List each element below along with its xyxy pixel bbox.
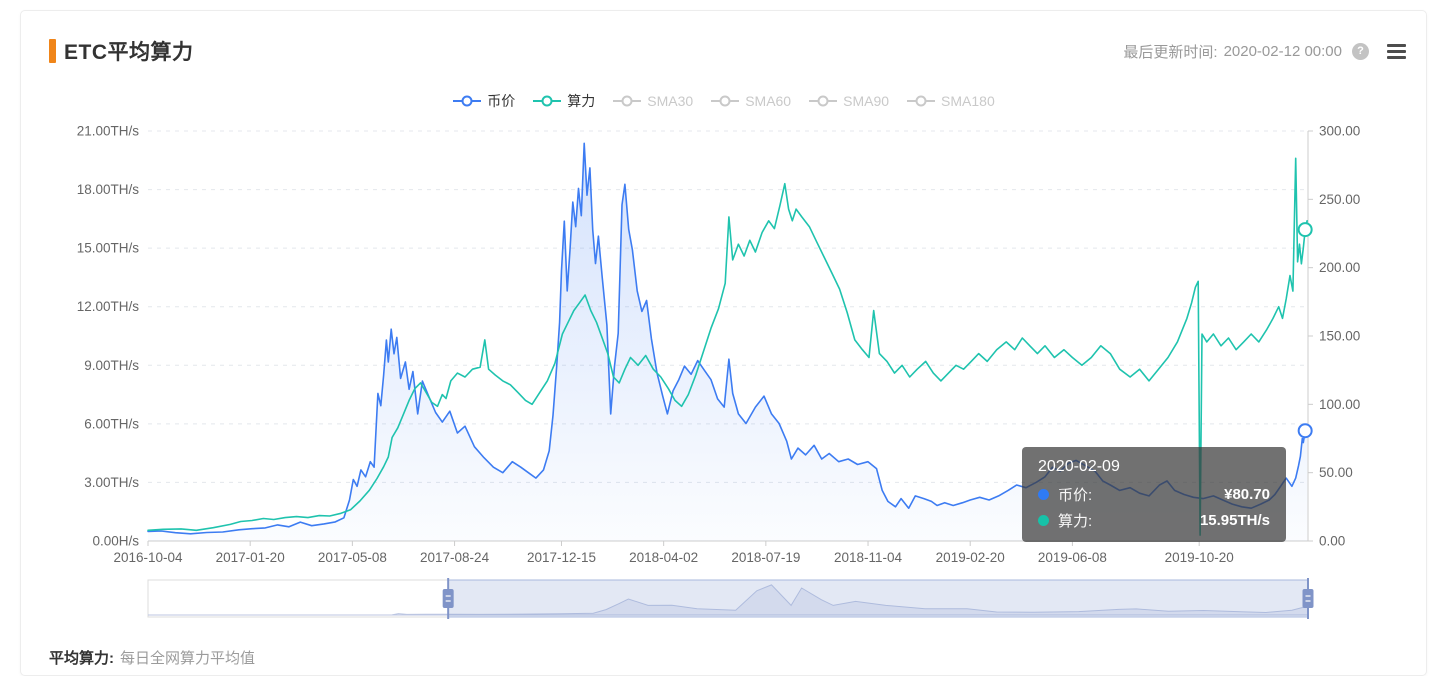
header-right: 最后更新时间: 2020-02-12 00:00 ? [1123, 41, 1406, 62]
x-tick-label: 2016-10-04 [113, 550, 183, 565]
x-tick-label: 2019-02-20 [936, 550, 1005, 565]
datazoom-slider[interactable] [147, 578, 1314, 619]
legend-item-sma180[interactable]: SMA180 [906, 93, 995, 109]
x-tick-label: 2017-08-24 [420, 550, 490, 565]
tooltip-row-price: 币价: ¥80.70 [1038, 481, 1270, 507]
legend-item-sma60[interactable]: SMA60 [710, 93, 791, 109]
tooltip-value: 15.95TH/s [1199, 511, 1270, 529]
legend-label: SMA90 [843, 93, 890, 109]
tooltip-label: 币价: [1058, 486, 1093, 504]
y-right-tick-label: 100.00 [1319, 397, 1360, 412]
legend-line-marker-icon [711, 95, 740, 107]
datazoom-handle-right[interactable] [1302, 589, 1314, 608]
x-tick-label: 2018-07-19 [731, 550, 800, 565]
legend-label: SMA60 [745, 93, 792, 109]
y-left-tick-label: 0.00H/s [92, 534, 139, 549]
y-right-tick-label: 50.00 [1319, 465, 1353, 480]
page-title: ETC平均算力 [64, 41, 194, 64]
y-left-tick-label: 6.00TH/s [84, 416, 139, 431]
tooltip-row-hashrate: 算力: 15.95TH/s [1038, 507, 1270, 533]
title-accent-bar [49, 39, 56, 63]
legend-item-price[interactable]: 币价 [452, 91, 515, 111]
last-update-label: 最后更新时间: [1123, 43, 1218, 61]
legend-line-marker-icon [613, 95, 642, 107]
price-series-dot-icon [1038, 488, 1049, 500]
last-update-value: 2020-02-12 00:00 [1223, 42, 1342, 60]
legend-label: SMA30 [647, 93, 694, 109]
tooltip-value: ¥80.70 [1224, 485, 1270, 503]
legend-label: 币价 [487, 93, 516, 109]
y-left-tick-label: 21.00TH/s [77, 124, 140, 139]
title-wrap: ETC平均算力 [49, 36, 194, 66]
y-left-tick-label: 12.00TH/s [77, 299, 140, 314]
card-footer: 平均算力: 每日全网算力平均值 [49, 647, 255, 668]
legend-line-marker-icon [907, 95, 936, 107]
x-tick-label: 2018-04-02 [629, 550, 698, 565]
legend-label: 算力 [567, 93, 596, 109]
chart-legend: 币价 算力 SMA30 SMA60 SMA90 SMA180 [21, 91, 1426, 111]
chart-tooltip: 2020-02-09 币价: ¥80.70 算力: 15.95TH/s [1022, 447, 1286, 542]
tooltip-date: 2020-02-09 [1038, 458, 1120, 475]
x-tick-label: 2019-06-08 [1038, 550, 1107, 565]
datazoom-selection[interactable] [447, 579, 1309, 618]
x-tick-label: 2018-11-04 [834, 550, 903, 565]
datazoom-track[interactable] [147, 579, 1309, 618]
y-right-tick-label: 250.00 [1319, 192, 1360, 207]
y-left-tick-label: 18.00TH/s [77, 182, 140, 197]
hashrate-hover-marker-icon [1297, 222, 1313, 238]
x-tick-label: 2017-01-20 [216, 550, 285, 565]
footer-definition: 每日全网算力平均值 [120, 650, 256, 667]
y-right-tick-label: 0.00 [1319, 534, 1345, 549]
legend-line-marker-icon [809, 95, 838, 107]
hashrate-series-dot-icon [1038, 514, 1049, 526]
y-right-tick-label: 150.00 [1319, 329, 1360, 344]
x-tick-label: 2017-05-08 [318, 550, 387, 565]
legend-item-sma30[interactable]: SMA30 [612, 93, 693, 109]
y-right-tick-label: 300.00 [1319, 124, 1360, 139]
help-icon[interactable]: ? [1352, 42, 1369, 60]
menu-icon[interactable] [1387, 43, 1406, 59]
legend-item-sma90[interactable]: SMA90 [808, 93, 889, 109]
y-left-tick-label: 3.00TH/s [84, 475, 139, 490]
price-hover-marker-icon [1297, 423, 1313, 439]
axis-labels: 2016-10-04 2017-01-20 2017-05-08 2017-08-24… [77, 124, 1361, 566]
footer-term: 平均算力: [49, 650, 114, 667]
chart-card: ETC平均算力 最后更新时间: 2020-02-12 00:00 ? 币价 算力… [20, 10, 1427, 676]
x-tick-label: 2019-10-20 [1165, 550, 1234, 565]
hashrate-line [147, 157, 1308, 536]
card-header: ETC平均算力 最后更新时间: 2020-02-12 00:00 ? [49, 33, 1406, 69]
legend-label: SMA180 [941, 93, 995, 109]
datazoom-handle-left[interactable] [442, 589, 454, 608]
y-left-tick-label: 15.00TH/s [77, 241, 140, 256]
y-right-tick-label: 200.00 [1319, 260, 1360, 275]
x-tick-label: 2017-12-15 [527, 550, 596, 565]
tooltip-label: 算力: [1058, 512, 1093, 530]
legend-item-hashrate[interactable]: 算力 [532, 91, 595, 111]
legend-line-marker-icon [533, 95, 562, 107]
legend-line-marker-icon [453, 95, 482, 107]
y-left-tick-label: 9.00TH/s [84, 358, 139, 373]
